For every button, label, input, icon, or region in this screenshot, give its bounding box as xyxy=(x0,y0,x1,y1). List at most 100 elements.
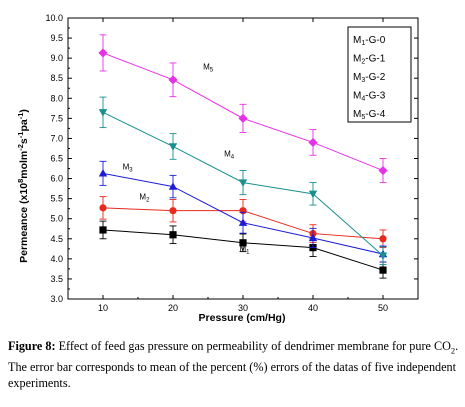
legend-letter: M xyxy=(353,35,361,46)
data-point-marker xyxy=(308,190,318,199)
data-point-marker xyxy=(378,252,388,261)
legend-entry-m5: M5-G-4 xyxy=(353,109,386,121)
y-tick-label: 3.5 xyxy=(50,274,63,284)
series-annotation-m5: M5 xyxy=(203,62,214,73)
data-point-marker xyxy=(98,109,108,117)
y-tick-label: 5.0 xyxy=(50,214,63,224)
x-tick-label: 30 xyxy=(238,303,248,313)
data-point-marker xyxy=(98,48,108,58)
x-axis-title: Pressure (cm/Hg) xyxy=(199,312,286,324)
data-point-marker xyxy=(308,233,318,242)
legend-suffix: -G-2 xyxy=(365,72,385,83)
data-point-marker xyxy=(238,179,248,187)
y-axis-title-superscript: -1 xyxy=(16,132,25,139)
legend-suffix: -G-0 xyxy=(365,35,385,46)
figure-caption: Figure 8: Effect of feed gas pressure on… xyxy=(8,338,460,392)
x-tick-label: 40 xyxy=(308,303,318,313)
data-point-marker xyxy=(379,235,387,243)
data-point-marker xyxy=(168,182,178,190)
caption-subscript: 2 xyxy=(450,345,456,356)
series-annotation-m2: M2 xyxy=(139,192,150,203)
y-tick-label: 4.0 xyxy=(50,254,63,264)
y-tick-label: 7.0 xyxy=(50,133,63,143)
y-tick-label: 8.0 xyxy=(50,93,63,103)
x-tick-label: 20 xyxy=(168,303,178,313)
y-tick-label: 9.0 xyxy=(50,53,63,63)
legend-subscript: 1 xyxy=(361,40,365,47)
caption-text-part1: Effect of feed gas pressure on permeabil… xyxy=(55,339,451,353)
y-tick-label: 6.0 xyxy=(50,174,63,184)
data-point-marker xyxy=(169,231,177,239)
y-tick-label: 8.5 xyxy=(50,73,63,83)
annotation-letter: M xyxy=(240,245,247,254)
series-annotation-m1: M1 xyxy=(240,245,251,256)
legend-entry-m4: M4-G-3 xyxy=(353,91,386,103)
series-annotation-m4: M4 xyxy=(224,149,235,160)
data-point-marker xyxy=(168,143,178,151)
y-axis-title-part: s xyxy=(18,138,30,144)
annotation-subscript: 2 xyxy=(146,197,150,203)
series-layer xyxy=(98,34,388,279)
annotation-letter: M xyxy=(139,192,146,201)
legend-letter: M xyxy=(353,72,361,83)
y-axis-title-part: ) xyxy=(18,109,30,113)
legend-subscript: 4 xyxy=(361,96,365,103)
legend-entry-m1: M1-G-0 xyxy=(353,35,386,47)
annotation-subscript: 5 xyxy=(210,67,214,73)
data-point-marker xyxy=(308,137,318,148)
y-tick-label: 3.0 xyxy=(50,294,63,304)
data-point-marker xyxy=(378,165,388,176)
series-annotation-m3: M3 xyxy=(123,162,134,173)
legend-box xyxy=(347,26,412,123)
y-tick-label: 7.5 xyxy=(50,113,63,123)
data-point-marker xyxy=(238,113,248,123)
y-axis-title-part: molm xyxy=(18,151,30,179)
data-point-marker xyxy=(98,168,108,177)
y-axis-title-superscript: -1 xyxy=(16,113,25,120)
legend-subscript: 5 xyxy=(361,114,365,121)
y-tick-label: 4.5 xyxy=(50,234,63,244)
legend-entry-m3: M3-G-2 xyxy=(353,72,386,84)
legend-letter: M xyxy=(353,109,361,120)
axis-ticks: 3.0 3.5 4.0 4.5 5.0 5.5 6.0 6.5 7.0 7.5 8.0 8.5 9.0 9… xyxy=(45,13,419,313)
data-point-marker xyxy=(379,266,387,274)
series-m4 xyxy=(98,96,388,265)
data-point-marker xyxy=(239,239,247,247)
caption-text-part2: . The error bar corresponds to mean of t… xyxy=(8,339,459,391)
annotation-subscript: 1 xyxy=(246,250,250,256)
legend-entry-m2: M2-G-1 xyxy=(353,54,386,66)
y-tick-label: 10.0 xyxy=(45,13,63,23)
y-axis-title-superscript: 8 xyxy=(16,179,25,183)
series-m5 xyxy=(98,34,388,184)
annotation-subscript: 3 xyxy=(129,167,133,173)
y-axis-title-superscript: -2 xyxy=(16,144,25,151)
x-tick-label: 10 xyxy=(98,303,108,313)
data-point-marker xyxy=(99,204,107,212)
legend-letter: M xyxy=(353,91,361,102)
y-axis-title-part: pa xyxy=(18,119,30,131)
data-point-marker xyxy=(238,218,248,226)
legend-suffix: -G-1 xyxy=(365,54,385,65)
legend-suffix: -G-4 xyxy=(365,109,385,120)
legend-subscript: 2 xyxy=(361,59,365,66)
y-axis-title-part: Permeance (x10 xyxy=(18,183,30,263)
y-axis-title: Permeance (x108molm-2s-1pa-1) xyxy=(16,109,30,263)
x-tick-label: 50 xyxy=(378,303,388,313)
y-tick-label: 5.5 xyxy=(50,194,63,204)
y-tick-label: 6.5 xyxy=(50,154,63,164)
annotation-letter: M xyxy=(224,149,231,158)
legend-suffix: -G-3 xyxy=(365,91,385,102)
caption-label: Figure 8: xyxy=(8,339,56,353)
annotation-subscript: 4 xyxy=(231,154,235,160)
legend-subscript: 3 xyxy=(361,77,365,84)
legend: M1-G-0M2-G-1M3-G-2M4-G-3M5-G-4 xyxy=(347,26,412,123)
annotation-letter: M xyxy=(123,162,130,171)
data-point-marker xyxy=(99,226,107,234)
y-tick-label: 9.5 xyxy=(50,33,63,43)
series-m3 xyxy=(98,160,388,263)
legend-letter: M xyxy=(353,54,361,65)
data-point-marker xyxy=(169,207,177,215)
data-point-marker xyxy=(168,75,178,85)
